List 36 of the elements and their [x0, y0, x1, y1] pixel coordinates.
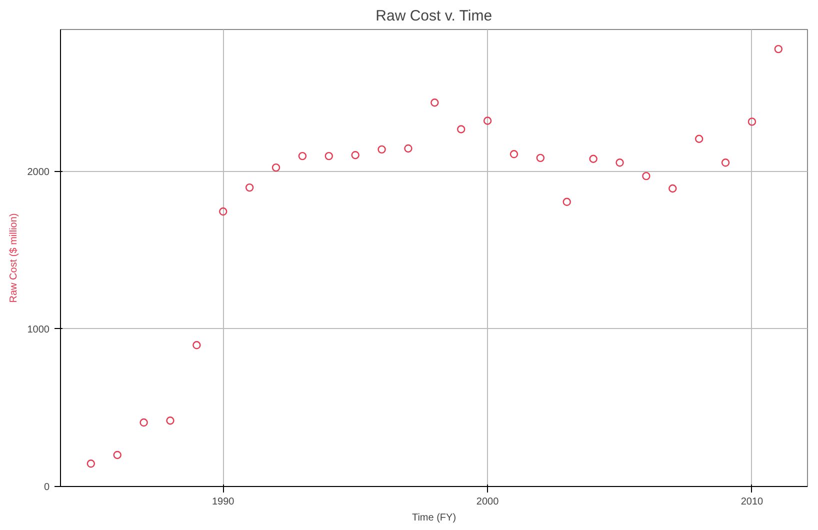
point — [378, 145, 386, 154]
point — [298, 152, 307, 160]
point — [192, 341, 201, 350]
x-axis-title: Time (FY) — [412, 512, 456, 524]
point — [510, 150, 518, 158]
x-tick-label: 2010 — [740, 496, 764, 508]
point — [536, 154, 545, 162]
point — [351, 151, 360, 160]
y-tick-label: 1000 — [27, 324, 50, 336]
x-tick-label: 1990 — [212, 496, 235, 508]
point — [245, 183, 254, 192]
point — [668, 184, 677, 193]
y-tick-label: 2000 — [27, 166, 50, 178]
point — [748, 118, 756, 126]
point — [642, 172, 650, 180]
x-tick-label: 2000 — [476, 496, 500, 508]
point — [272, 163, 280, 172]
point — [324, 152, 333, 160]
point — [589, 154, 598, 163]
y-tick-label: 0 — [44, 482, 50, 493]
chart-title: Raw Cost v. Time — [376, 8, 492, 24]
point — [430, 98, 439, 107]
point — [86, 460, 96, 468]
y-axis-title: Raw Cost ($ million) — [8, 213, 20, 303]
point — [113, 450, 122, 460]
point — [404, 144, 412, 153]
point — [616, 158, 624, 167]
point — [219, 207, 228, 216]
point — [140, 418, 148, 427]
point — [483, 116, 492, 125]
point — [694, 134, 704, 143]
point — [562, 198, 571, 206]
point — [774, 44, 783, 54]
point — [457, 125, 466, 134]
point — [166, 416, 174, 425]
point — [721, 158, 730, 167]
